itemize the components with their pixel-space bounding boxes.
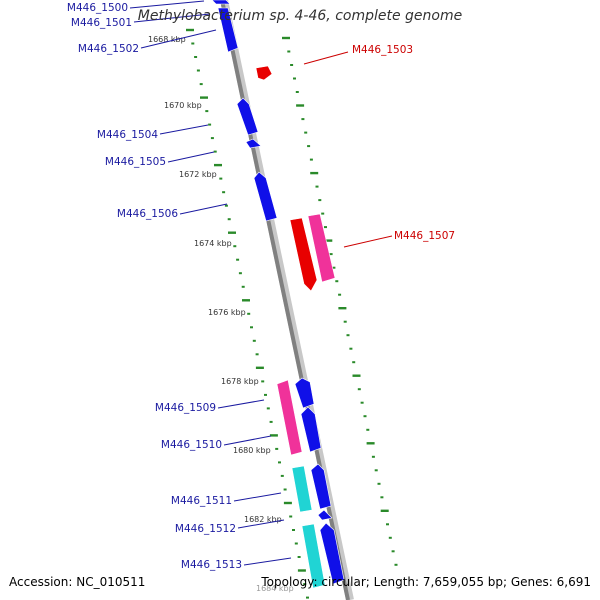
leader-line xyxy=(159,124,209,135)
scale-label: 1680 kbp xyxy=(233,446,271,455)
gene-label[interactable]: M446_1506 xyxy=(117,208,178,220)
gene-arrow-1509b[interactable] xyxy=(294,377,315,409)
scale-label: 1684 kbp xyxy=(256,584,294,593)
scale-label: 1670 kbp xyxy=(164,101,202,110)
scale-label: 1676 kbp xyxy=(208,308,246,317)
outer-tick-ruler xyxy=(282,36,398,566)
gene-arrow-1513[interactable] xyxy=(301,523,326,589)
leader-line xyxy=(179,203,228,215)
gene-arrow-1507b[interactable] xyxy=(307,213,336,283)
gene-arrow-1511b[interactable] xyxy=(310,463,332,510)
scale-label: 1672 kbp xyxy=(179,170,217,179)
gene-label[interactable]: M446_1510 xyxy=(161,439,222,451)
gene-arrow-1503[interactable] xyxy=(255,65,273,81)
gene-labels: M446_1500 M446_1501 M446_1502 M446_1503 … xyxy=(67,2,455,571)
leader-line xyxy=(217,399,265,409)
gene-features xyxy=(211,0,345,589)
gene-label[interactable]: M446_1504 xyxy=(97,129,158,141)
gene-arrow-1506[interactable] xyxy=(253,171,278,222)
leader-line xyxy=(223,435,272,446)
gene-arrow-1507a[interactable] xyxy=(289,217,318,292)
gene-arrow-1505[interactable] xyxy=(245,138,262,149)
scale-labels: 1668 kbp 1670 kbp 1672 kbp 1674 kbp 1676… xyxy=(148,35,294,593)
gene-arrow-1510[interactable] xyxy=(300,406,322,453)
gene-label[interactable]: M446_1507 xyxy=(394,230,455,242)
gene-label[interactable]: M446_1503 xyxy=(352,44,413,56)
gene-label[interactable]: M446_1501 xyxy=(71,17,132,29)
scale-label: 1674 kbp xyxy=(194,239,232,248)
leader-line xyxy=(133,13,211,23)
scale-label: 1682 kbp xyxy=(244,515,282,524)
gene-label[interactable]: M446_1513 xyxy=(181,559,242,571)
gene-arrow-1509[interactable] xyxy=(276,379,303,456)
accession-text: Accession: NC_010511 xyxy=(9,575,146,589)
genome-title: Methylobacterium sp. 4-46, complete geno… xyxy=(137,8,463,24)
gene-label[interactable]: M446_1512 xyxy=(175,523,236,535)
gene-label[interactable]: M446_1502 xyxy=(78,43,139,55)
gene-arrow-1511[interactable] xyxy=(291,465,313,513)
scale-label: 1668 kbp xyxy=(148,35,186,44)
genome-summary: Topology: circular; Length: 7,659,055 bp… xyxy=(261,575,591,589)
leader-line xyxy=(233,492,282,502)
leader-line xyxy=(140,29,217,49)
gene-arrow-1502[interactable] xyxy=(217,7,239,53)
gene-arrow-1513b[interactable] xyxy=(319,522,345,585)
leader-line xyxy=(167,151,215,163)
leader-line xyxy=(343,235,393,248)
inner-tick-ruler xyxy=(186,28,309,599)
gene-label[interactable]: M446_1500 xyxy=(67,2,128,14)
gene-label[interactable]: M446_1511 xyxy=(171,495,232,507)
gene-label[interactable]: M446_1509 xyxy=(155,402,216,414)
gene-arrow-1504[interactable] xyxy=(236,97,259,136)
leader-line xyxy=(237,519,285,529)
leader-line xyxy=(243,557,292,566)
leader-line xyxy=(303,51,349,65)
gene-arrow-1512[interactable] xyxy=(317,509,333,521)
gene-arrow-1500[interactable] xyxy=(211,0,231,5)
leader-lines xyxy=(129,0,393,566)
scale-label: 1678 kbp xyxy=(221,377,259,386)
leader-line xyxy=(129,0,205,9)
backbone-line xyxy=(220,0,350,600)
gene-label[interactable]: M446_1505 xyxy=(105,156,166,168)
